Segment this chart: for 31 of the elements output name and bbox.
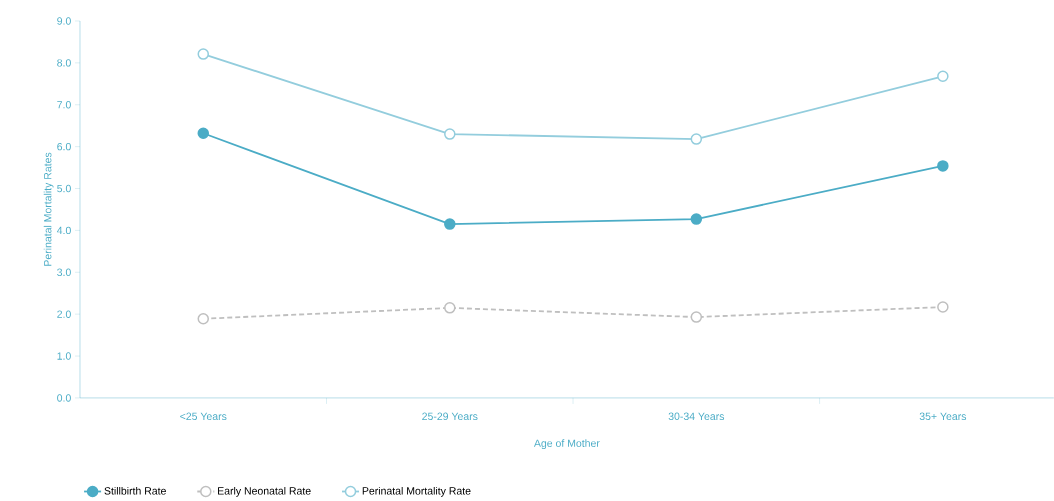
point: [197, 127, 210, 140]
point: [690, 213, 703, 225]
point: [444, 218, 456, 230]
point: [937, 160, 949, 172]
y-tick-label: 6.0: [57, 142, 71, 151]
y-tick-label: 8.0: [57, 59, 71, 67]
point: [197, 48, 210, 60]
legend-label: Perinatal Mortality Rate: [362, 486, 471, 497]
x-tick-label: 30-34 Years: [668, 412, 725, 421]
point: [444, 128, 456, 140]
y-tick-label: 0.0: [57, 394, 71, 402]
legend-label: Stillbirth Rate: [104, 486, 166, 495]
y-tick-label: 4.0: [56, 226, 71, 235]
y-tick-label: 5.0: [57, 184, 71, 193]
y-tick-label: 9.0: [57, 17, 71, 25]
x-axis-title: Age of Mother: [533, 439, 600, 450]
point: [937, 70, 949, 83]
point: [937, 301, 949, 313]
legend-label: Early Neonatal Rate: [218, 486, 311, 497]
x-tick-label: 35+ Years: [919, 412, 967, 421]
y-tick-label: 7.0: [57, 101, 71, 109]
point: [690, 133, 703, 145]
y-tick-label: 3.0: [57, 268, 71, 277]
point: [197, 313, 210, 325]
x-tick-label: <25 Years: [180, 412, 227, 421]
y-tick-label: 2.0: [57, 310, 71, 318]
point: [444, 302, 456, 314]
y-axis-title: Perinatal Mortality Rates: [43, 152, 54, 266]
y-tick-label: 1.0: [57, 352, 71, 360]
x-tick-label: 25-29 Years: [422, 412, 478, 421]
point: [690, 311, 703, 323]
